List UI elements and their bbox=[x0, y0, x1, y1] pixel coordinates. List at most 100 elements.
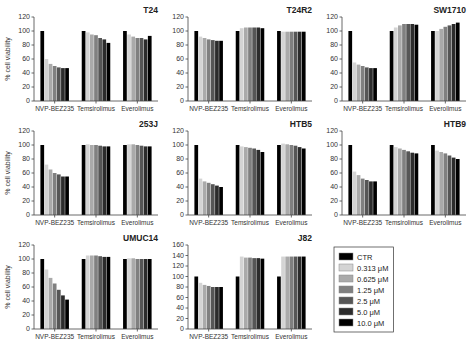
bars bbox=[194, 257, 305, 329]
y-tick-label: 20 bbox=[176, 83, 184, 90]
bar bbox=[294, 257, 298, 329]
bar bbox=[248, 148, 252, 215]
bar bbox=[398, 25, 402, 101]
y-tick bbox=[32, 59, 35, 60]
bar bbox=[410, 24, 414, 101]
x-tick-label: Temsirolimus bbox=[385, 219, 424, 226]
y-tick-label: 40 bbox=[22, 69, 30, 76]
bar bbox=[398, 149, 402, 216]
x-tick-label: Everolimus bbox=[275, 219, 308, 226]
bar bbox=[277, 277, 281, 330]
legend-box bbox=[334, 247, 393, 332]
bars bbox=[194, 144, 305, 215]
x-tick-label: NVP-BEZ235 bbox=[35, 333, 74, 340]
bar bbox=[215, 186, 219, 215]
y-tick-label: 120 bbox=[326, 127, 338, 134]
bar bbox=[82, 145, 86, 215]
y-tick-label: 60 bbox=[22, 169, 30, 176]
bar bbox=[294, 146, 298, 215]
legend-swatch bbox=[339, 319, 353, 326]
y-tick bbox=[32, 245, 35, 246]
x-tick bbox=[208, 215, 209, 218]
y-tick-label: 80 bbox=[22, 41, 30, 48]
y-tick bbox=[340, 201, 343, 202]
bar bbox=[443, 153, 447, 215]
bar bbox=[94, 35, 98, 101]
y-tick bbox=[186, 297, 189, 298]
y-tick-label: 100 bbox=[18, 255, 30, 262]
y-tick-label: 0 bbox=[26, 97, 30, 104]
y-tick bbox=[186, 255, 189, 256]
bar bbox=[252, 149, 256, 216]
y-tick bbox=[186, 187, 189, 188]
bar bbox=[244, 28, 248, 102]
bar bbox=[456, 159, 460, 215]
bar bbox=[207, 286, 211, 329]
x-tick-label: Temsirolimus bbox=[77, 105, 116, 112]
bar bbox=[199, 283, 203, 329]
y-tick-label: 40 bbox=[176, 304, 184, 311]
y-tick-label: 160 bbox=[172, 241, 184, 248]
y-tick-label: 40 bbox=[176, 183, 184, 190]
bar bbox=[373, 68, 377, 101]
y-tick-label: 60 bbox=[22, 283, 30, 290]
legend-label: 10.0 μM bbox=[357, 319, 384, 328]
bar bbox=[53, 66, 57, 101]
bar bbox=[199, 179, 203, 215]
y-tick bbox=[32, 31, 35, 32]
legend: CTR0.313 μM0.625 μM1.25 μM2.5 μM5.0 μM10… bbox=[334, 247, 393, 332]
y-tick-label: 20 bbox=[22, 197, 30, 204]
bar bbox=[45, 270, 49, 330]
y-tick-label: 120 bbox=[172, 13, 184, 20]
y-tick bbox=[340, 215, 343, 216]
bar bbox=[289, 257, 293, 329]
x-tick-label: Temsirolimus bbox=[77, 219, 116, 226]
bar bbox=[402, 24, 406, 101]
y-tick bbox=[186, 73, 189, 74]
bar bbox=[194, 277, 198, 330]
x-tick bbox=[54, 101, 55, 104]
bar bbox=[135, 259, 139, 329]
bar bbox=[90, 35, 94, 102]
x-tick bbox=[445, 101, 446, 104]
bar bbox=[131, 37, 135, 101]
x-tick bbox=[250, 215, 251, 218]
x-tick bbox=[362, 215, 363, 218]
bar bbox=[194, 31, 198, 101]
y-tick-label: 100 bbox=[326, 27, 338, 34]
bar bbox=[431, 31, 435, 101]
y-tick-label: 80 bbox=[176, 155, 184, 162]
y-tick-label: 100 bbox=[18, 141, 30, 148]
bar bbox=[211, 184, 215, 215]
y-tick bbox=[32, 215, 35, 216]
bar bbox=[102, 146, 106, 215]
x-tick bbox=[137, 329, 138, 332]
x-tick-label: NVP-BEZ235 bbox=[343, 105, 382, 112]
bars bbox=[40, 144, 151, 215]
y-tick bbox=[340, 159, 343, 160]
y-tick-label: 80 bbox=[330, 41, 338, 48]
y-tick-label: 60 bbox=[176, 294, 184, 301]
bar bbox=[298, 32, 302, 101]
bar bbox=[65, 300, 69, 329]
x-tick bbox=[96, 101, 97, 104]
y-tick-label: 60 bbox=[176, 169, 184, 176]
bar bbox=[431, 145, 435, 215]
y-tick bbox=[186, 59, 189, 60]
bar bbox=[49, 170, 53, 216]
bar bbox=[281, 144, 285, 215]
y-tick-label: 40 bbox=[330, 183, 338, 190]
bar bbox=[402, 150, 406, 215]
bar bbox=[135, 38, 139, 101]
y-tick-label: 120 bbox=[172, 127, 184, 134]
bar bbox=[406, 151, 410, 215]
bar bbox=[277, 31, 281, 101]
bar bbox=[82, 259, 86, 329]
bar bbox=[365, 180, 369, 215]
bar bbox=[298, 257, 302, 329]
bar bbox=[261, 28, 265, 101]
bar bbox=[289, 145, 293, 215]
bar bbox=[53, 284, 57, 330]
y-tick-label: 0 bbox=[26, 211, 30, 218]
panel-title: SW1710 bbox=[433, 5, 466, 15]
